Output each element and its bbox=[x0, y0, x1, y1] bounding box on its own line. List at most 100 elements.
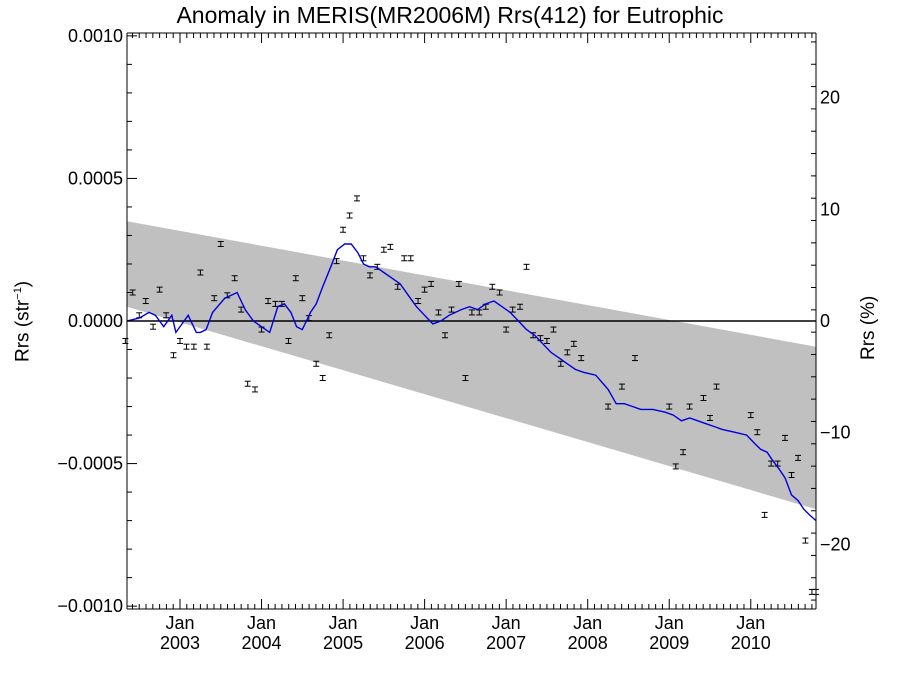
data-point bbox=[421, 286, 428, 293]
data-point bbox=[252, 386, 259, 393]
data-point bbox=[163, 312, 170, 319]
data-point bbox=[686, 403, 693, 410]
x-tick-month-label: Jan bbox=[655, 613, 684, 633]
y-right-tick-label: 10 bbox=[820, 199, 840, 219]
data-point bbox=[747, 412, 754, 419]
y-left-tick-label: 0.0005 bbox=[68, 168, 123, 188]
x-tick-month-label: Jan bbox=[573, 613, 602, 633]
data-point bbox=[517, 303, 524, 310]
data-point bbox=[700, 394, 707, 401]
data-point bbox=[543, 337, 550, 344]
data-point bbox=[680, 449, 687, 456]
data-point bbox=[401, 255, 408, 262]
data-point bbox=[313, 360, 320, 367]
x-tick-year-label: 2003 bbox=[160, 633, 200, 653]
axes-layer bbox=[126, 32, 817, 610]
data-point bbox=[782, 434, 789, 441]
data-point bbox=[468, 309, 475, 316]
data-point bbox=[503, 326, 510, 333]
data-point bbox=[211, 295, 218, 302]
data-point bbox=[387, 243, 394, 250]
data-point bbox=[326, 332, 333, 339]
data-point bbox=[808, 588, 815, 595]
data-point bbox=[203, 343, 210, 350]
x-tick-month-label: Jan bbox=[329, 613, 358, 633]
data-point bbox=[129, 289, 136, 296]
data-point bbox=[618, 383, 625, 390]
confidence-band-layer bbox=[127, 221, 816, 510]
x-tick-month-label: Jan bbox=[410, 613, 439, 633]
data-point bbox=[244, 380, 251, 387]
y-right-tick-label: −10 bbox=[820, 423, 851, 443]
x-tick-month-label: Jan bbox=[247, 613, 276, 633]
data-point bbox=[197, 269, 204, 276]
data-point bbox=[496, 289, 503, 296]
data-point bbox=[340, 226, 347, 233]
data-point bbox=[299, 295, 306, 302]
data-point bbox=[442, 332, 448, 339]
data-point bbox=[183, 343, 190, 350]
x-tick-year-label: 2009 bbox=[649, 633, 689, 653]
y-right-tick-label: 20 bbox=[820, 88, 840, 108]
data-point bbox=[415, 298, 422, 305]
data-point bbox=[346, 212, 353, 219]
data-point bbox=[489, 283, 496, 290]
data-point bbox=[713, 383, 720, 390]
data-point bbox=[578, 355, 585, 362]
y-left-tick-label: 0.0010 bbox=[68, 26, 123, 46]
x-tick-year-label: 2007 bbox=[486, 633, 526, 653]
y-left-tick-label: 0.0000 bbox=[68, 311, 123, 331]
x-tick-year-label: 2008 bbox=[568, 633, 608, 653]
x-tick-month-label: Jan bbox=[492, 613, 521, 633]
data-point bbox=[366, 272, 373, 279]
confidence-band bbox=[127, 221, 816, 510]
running-mean-line bbox=[126, 243, 817, 522]
data-point bbox=[156, 286, 163, 293]
running-mean-layer bbox=[126, 243, 817, 522]
data-point bbox=[570, 340, 577, 347]
data-point bbox=[802, 537, 809, 544]
data-point bbox=[319, 375, 326, 382]
data-point bbox=[550, 326, 557, 333]
data-point bbox=[292, 275, 299, 282]
x-tick-year-label: 2005 bbox=[323, 633, 363, 653]
data-point bbox=[428, 280, 435, 287]
data-point bbox=[523, 263, 530, 270]
x-tick-year-label: 2006 bbox=[405, 633, 445, 653]
data-point bbox=[150, 323, 157, 330]
data-point bbox=[795, 454, 802, 461]
x-tick-year-label: 2010 bbox=[731, 633, 771, 653]
data-point bbox=[462, 375, 469, 382]
data-point bbox=[170, 352, 177, 359]
y-axis-right-label: Rrs (%) bbox=[858, 295, 879, 360]
data-point bbox=[761, 511, 768, 518]
data-point bbox=[564, 349, 571, 356]
y-left-tick-label: −0.0010 bbox=[57, 596, 123, 616]
x-tick-year-label: 2004 bbox=[242, 633, 282, 653]
data-point bbox=[265, 298, 272, 305]
data-point bbox=[353, 195, 360, 202]
y-right-tick-label: 0 bbox=[820, 311, 830, 331]
data-point bbox=[754, 429, 761, 436]
data-point bbox=[448, 306, 455, 313]
chart-title: Anomaly in MERIS(MR2006M) Rrs(412) for E… bbox=[176, 2, 724, 28]
tick-labels-layer: −0.0010 −0.0005 0.0000 0.0005 0.0010 −20 −10 0 1… bbox=[57, 26, 850, 653]
data-point bbox=[435, 309, 442, 316]
y-left-tick-label: −0.0005 bbox=[57, 454, 123, 474]
data-point bbox=[217, 241, 224, 248]
data-point bbox=[238, 306, 245, 313]
y-axis-left-label: Rrs (str−1) bbox=[12, 280, 34, 362]
data-point bbox=[190, 343, 197, 350]
data-point bbox=[672, 463, 679, 470]
data-point bbox=[380, 246, 387, 253]
data-point bbox=[455, 280, 462, 287]
data-point bbox=[231, 275, 238, 282]
data-point bbox=[788, 471, 795, 478]
data-point bbox=[666, 403, 673, 410]
x-tick-month-label: Jan bbox=[165, 613, 194, 633]
data-point bbox=[605, 403, 612, 410]
x-tick-month-label: Jan bbox=[736, 613, 765, 633]
data-point bbox=[142, 298, 149, 305]
data-point bbox=[407, 255, 414, 262]
